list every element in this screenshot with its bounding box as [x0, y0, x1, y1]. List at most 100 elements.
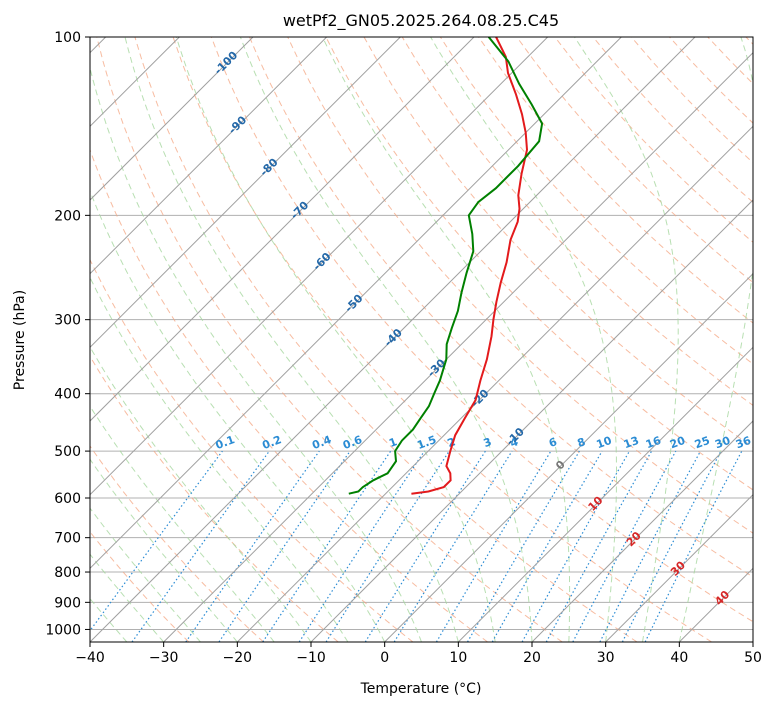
- isotherm-line: [90, 37, 622, 570]
- moist-adiabat-line: [90, 276, 349, 642]
- isotherm-line: [384, 272, 753, 642]
- x-tick-label: −10: [296, 650, 326, 666]
- x-axis-ticks: −40 −30 −20 −10 0 10 20 30 40 50: [75, 642, 762, 666]
- mixing-ratio-label: 20: [668, 434, 687, 452]
- y-tick-label: 400: [54, 387, 81, 403]
- isotherm-line: [90, 37, 696, 642]
- moist-adiabat-line: [124, 37, 459, 642]
- moist-adiabat-line: [322, 37, 571, 642]
- y-tick-label: 300: [54, 313, 81, 329]
- moist-adiabat-line: [90, 65, 422, 642]
- dry-adiabat-line: [90, 258, 414, 642]
- mixing-ratio-grid: [90, 450, 743, 642]
- y-tick-label: 500: [54, 444, 81, 460]
- moist-adiabat-line: [175, 37, 496, 642]
- x-tick-label: 10: [449, 650, 467, 666]
- x-tick-label: −30: [149, 650, 179, 666]
- moist-adiabat-line: [90, 189, 386, 642]
- mixing-ratio-line: [131, 450, 270, 642]
- isotherm-line: [605, 493, 753, 642]
- dry-adiabat-line: [172, 37, 712, 642]
- mixing-ratio-label: 1.5: [415, 433, 438, 452]
- moist-adiabat-line: [90, 458, 238, 642]
- mixing-ratio-label: 13: [622, 434, 641, 451]
- mixing-ratio-label: 0.4: [310, 433, 333, 452]
- dry-adiabat-line: [210, 37, 753, 623]
- y-tick-label: 200: [54, 208, 81, 224]
- moist-adiabat-line: [678, 37, 753, 642]
- isotherm-line: [236, 125, 753, 642]
- mixing-ratio-label: 6: [547, 435, 559, 450]
- mixing-ratio-label: 10: [595, 434, 614, 452]
- isotherm-line: [90, 37, 401, 349]
- moist-adiabat-line: [90, 507, 201, 642]
- mixing-ratio-label: 16: [644, 434, 663, 452]
- x-tick-label: −20: [223, 650, 253, 666]
- chart-title: wetPf2_GN05.2025.264.08.25.C45: [283, 11, 559, 31]
- mixing-ratio-label: 0.2: [260, 433, 283, 452]
- mixing-ratio-label: 30: [713, 434, 732, 452]
- mixing-ratio-label: 25: [693, 434, 712, 451]
- plot-area: 0.1 0.2 0.4 0.6 1 1.5 2 3 4 6 8 10 13 16 20 25 30 36-100-…: [90, 37, 753, 642]
- mixing-ratio-line: [262, 450, 392, 642]
- moist-adiabat-line: [90, 597, 128, 642]
- x-tick-label: 50: [744, 650, 762, 666]
- mixing-ratio-line: [572, 450, 677, 642]
- mixing-ratio-label: 0.1: [214, 433, 237, 452]
- mixing-ratio-line: [644, 450, 743, 642]
- dry-adiabat-grid: [90, 37, 753, 642]
- isotherm-line: [310, 199, 753, 642]
- x-tick-label: 40: [670, 650, 688, 666]
- moist-adiabat-line: [239, 37, 533, 642]
- mixing-ratio-line: [545, 450, 653, 642]
- mixing-ratio-line: [298, 450, 425, 642]
- moist-adiabat-line: [90, 405, 275, 642]
- x-tick-label: −40: [75, 650, 105, 666]
- mixing-ratio-line: [521, 450, 631, 642]
- y-tick-label: 700: [54, 531, 81, 547]
- dry-adiabat-line: [90, 355, 339, 642]
- mixing-ratio-label: 1: [387, 435, 399, 450]
- y-tick-label: 600: [54, 491, 81, 507]
- y-tick-label: 800: [54, 565, 81, 581]
- y-tick-label: 100: [54, 30, 81, 46]
- isotherm-grid: [90, 37, 753, 642]
- x-tick-label: 0: [380, 650, 389, 666]
- moist-adiabat-line: [90, 553, 165, 642]
- dewpoint-trace: [348, 37, 544, 495]
- isotherm-line: [457, 346, 753, 642]
- mixing-ratio-label: 2: [446, 435, 458, 450]
- x-axis-label: Temperature (°C): [360, 681, 482, 697]
- moist-adiabat-line: [574, 37, 679, 642]
- isotherm-line: [163, 51, 753, 642]
- dry-adiabat-line: [249, 37, 753, 578]
- mixing-ratio-line: [218, 450, 351, 642]
- y-axis-ticks: 100 200 300 400 500 600 700 800 900 1000: [45, 30, 90, 638]
- mixing-ratio-label: 3: [482, 435, 494, 450]
- dry-adiabat-line: [325, 37, 753, 491]
- y-tick-label: 1000: [45, 622, 81, 638]
- isotherm-line: [531, 420, 753, 642]
- mixing-ratio-label: 4: [508, 435, 520, 450]
- mixing-ratio-label: 36: [734, 434, 753, 452]
- isotherm-line: [90, 37, 549, 496]
- mixing-ratio-line: [185, 450, 320, 642]
- isotherm-line: [90, 37, 475, 422]
- x-tick-label: 30: [597, 650, 615, 666]
- dry-adiabat-line: [287, 37, 753, 534]
- dry-adiabat-line: [96, 37, 563, 642]
- isotherm-line: [90, 37, 328, 275]
- mixing-ratio-line: [393, 450, 513, 642]
- mixing-ratio-label: 8: [576, 435, 588, 450]
- dry-adiabat-line: [134, 37, 638, 642]
- temperature-trace: [411, 37, 529, 495]
- plot-frame: [89, 36, 754, 643]
- mixing-ratio-label: 0.6: [341, 433, 364, 452]
- mixing-ratio-line: [325, 450, 450, 642]
- moist-adiabat-line: [430, 37, 617, 642]
- mixing-ratio-line: [90, 450, 223, 632]
- y-axis-label: Pressure (hPa): [12, 290, 28, 390]
- isotherm-line: [90, 37, 254, 201]
